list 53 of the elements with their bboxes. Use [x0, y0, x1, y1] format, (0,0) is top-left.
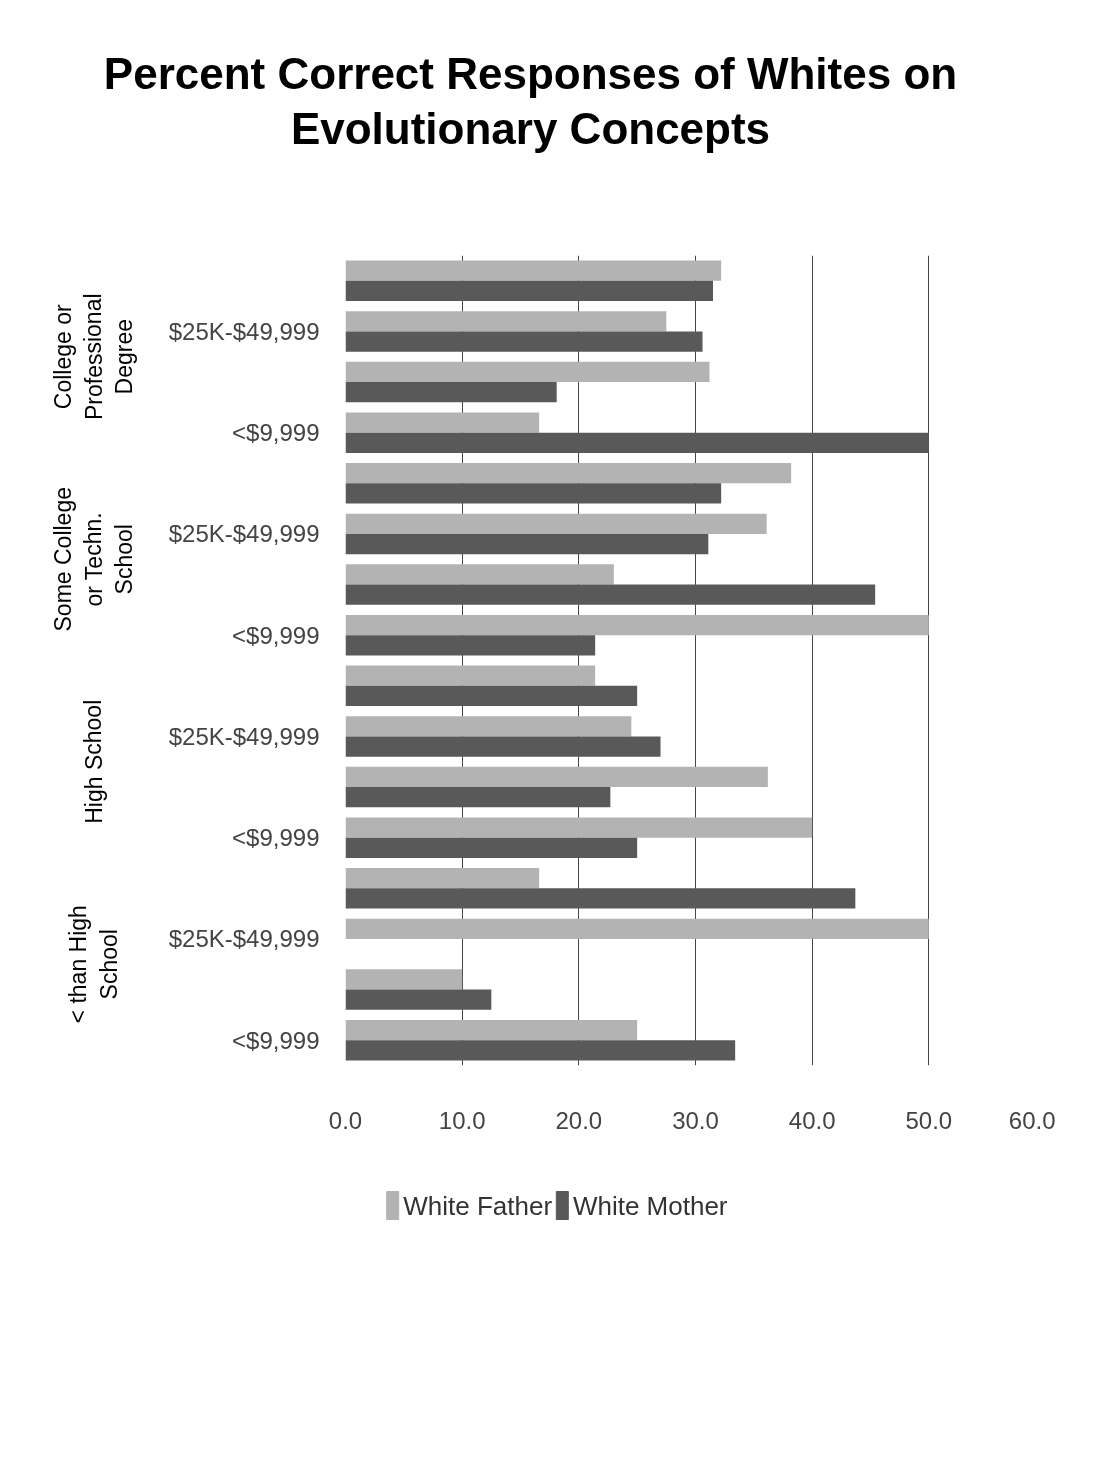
- bar: [345, 918, 929, 939]
- bar: [345, 432, 929, 453]
- text: < than High School: [65, 905, 122, 1024]
- bar: [345, 361, 710, 383]
- y-tick-label: $25K-$49,999: [168, 317, 320, 345]
- bar: [345, 635, 596, 656]
- bar: [345, 614, 929, 636]
- bar: [345, 463, 792, 484]
- bar: [345, 888, 856, 909]
- legend-label: White Father: [403, 1190, 553, 1221]
- bar: [345, 969, 463, 990]
- bar: [345, 1040, 736, 1061]
- text: High School: [80, 699, 107, 824]
- text: College or Professional Degree: [50, 293, 137, 421]
- y-tick-label: $25K-$49,999: [168, 925, 320, 953]
- bar: [345, 483, 722, 504]
- bar: [345, 331, 703, 352]
- y-tick-label: <$9,999: [232, 419, 320, 447]
- bar: [345, 564, 614, 585]
- bar: [345, 817, 813, 838]
- bar: [345, 513, 767, 534]
- bar: [345, 533, 709, 555]
- bar: [345, 1019, 638, 1041]
- bar: [345, 736, 661, 757]
- x-tick-label: 60.0: [1008, 1106, 1056, 1134]
- x-tick-label: 30.0: [672, 1106, 719, 1134]
- y-tick-label: <$9,999: [232, 824, 320, 852]
- bar: [345, 584, 876, 605]
- bar: [345, 260, 722, 281]
- bar: [345, 382, 557, 403]
- x-tick-label: 20.0: [555, 1106, 603, 1134]
- x-tick-label: 0.0: [328, 1106, 363, 1134]
- y-tick-label: <$9,999: [232, 1026, 320, 1054]
- chart-title: Percent Correct Responses of Whites on Evolutionary Concepts: [103, 48, 958, 153]
- bar: [345, 868, 540, 889]
- bar: [345, 837, 638, 858]
- y-tick-label: <$9,999: [232, 621, 320, 649]
- y-tick-label: $25K-$49,999: [168, 722, 320, 750]
- bar: [345, 280, 713, 302]
- legend-label: White Mother: [572, 1190, 728, 1221]
- bar: [345, 787, 611, 808]
- bar: [345, 311, 667, 332]
- x-tick-label: 10.0: [438, 1106, 486, 1134]
- y-tick-label: $25K-$49,999: [168, 520, 320, 548]
- bar: [345, 716, 632, 737]
- bar: [345, 412, 540, 433]
- bar: [345, 665, 596, 686]
- text: Some College or Techn. School: [50, 487, 137, 632]
- x-tick-label: 40.0: [788, 1106, 836, 1134]
- bar: [345, 685, 638, 707]
- bar: [345, 989, 492, 1010]
- bar: [345, 766, 768, 788]
- x-tick-label: 50.0: [905, 1106, 953, 1134]
